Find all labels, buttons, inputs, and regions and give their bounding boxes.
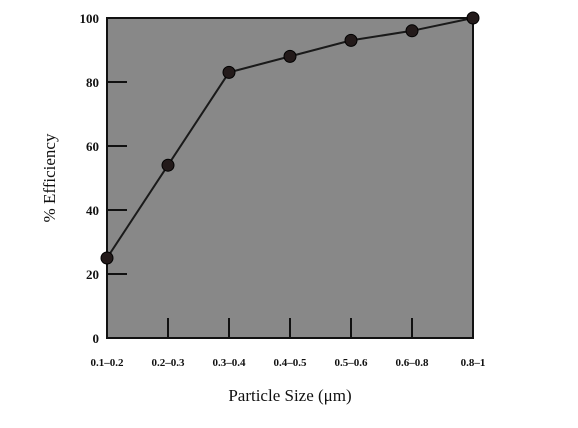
x-tick-label: 0.4–0.5 <box>274 357 308 369</box>
x-tick-label: 0.6–0.8 <box>396 357 430 369</box>
data-point <box>466 11 480 25</box>
data-point <box>405 24 419 38</box>
x-axis-ticks: 0.1–0.2 0.2–0.3 0.3–0.4 0.4–0.5 0.5–0.6 0.6–0… <box>91 318 486 369</box>
x-tick-label: 0.5–0.6 <box>335 357 369 369</box>
y-axis-ticks: 0 20 40 60 80 100 <box>80 11 127 346</box>
x-tick-label: 0.8–1 <box>461 357 486 369</box>
data-point <box>344 33 358 47</box>
x-tick-label: 0.1–0.2 <box>91 357 125 369</box>
y-tick-label: 100 <box>80 11 100 26</box>
plot-area <box>106 17 474 339</box>
y-tick-label: 0 <box>93 331 100 346</box>
x-tick-label: 0.2–0.3 <box>152 357 186 369</box>
y-tick-label: 20 <box>86 267 99 282</box>
series-line-group <box>100 11 480 265</box>
data-point <box>161 158 175 172</box>
y-tick-label: 40 <box>86 203 99 218</box>
data-point <box>100 251 114 265</box>
data-point <box>222 65 236 79</box>
data-point <box>283 49 297 63</box>
y-axis-title: % Efficiency <box>40 133 59 222</box>
x-tick-label: 0.3–0.4 <box>213 357 247 369</box>
y-tick-label: 80 <box>86 75 99 90</box>
x-axis-title: Particle Size (μm) <box>228 386 351 405</box>
y-tick-label: 60 <box>86 139 99 154</box>
